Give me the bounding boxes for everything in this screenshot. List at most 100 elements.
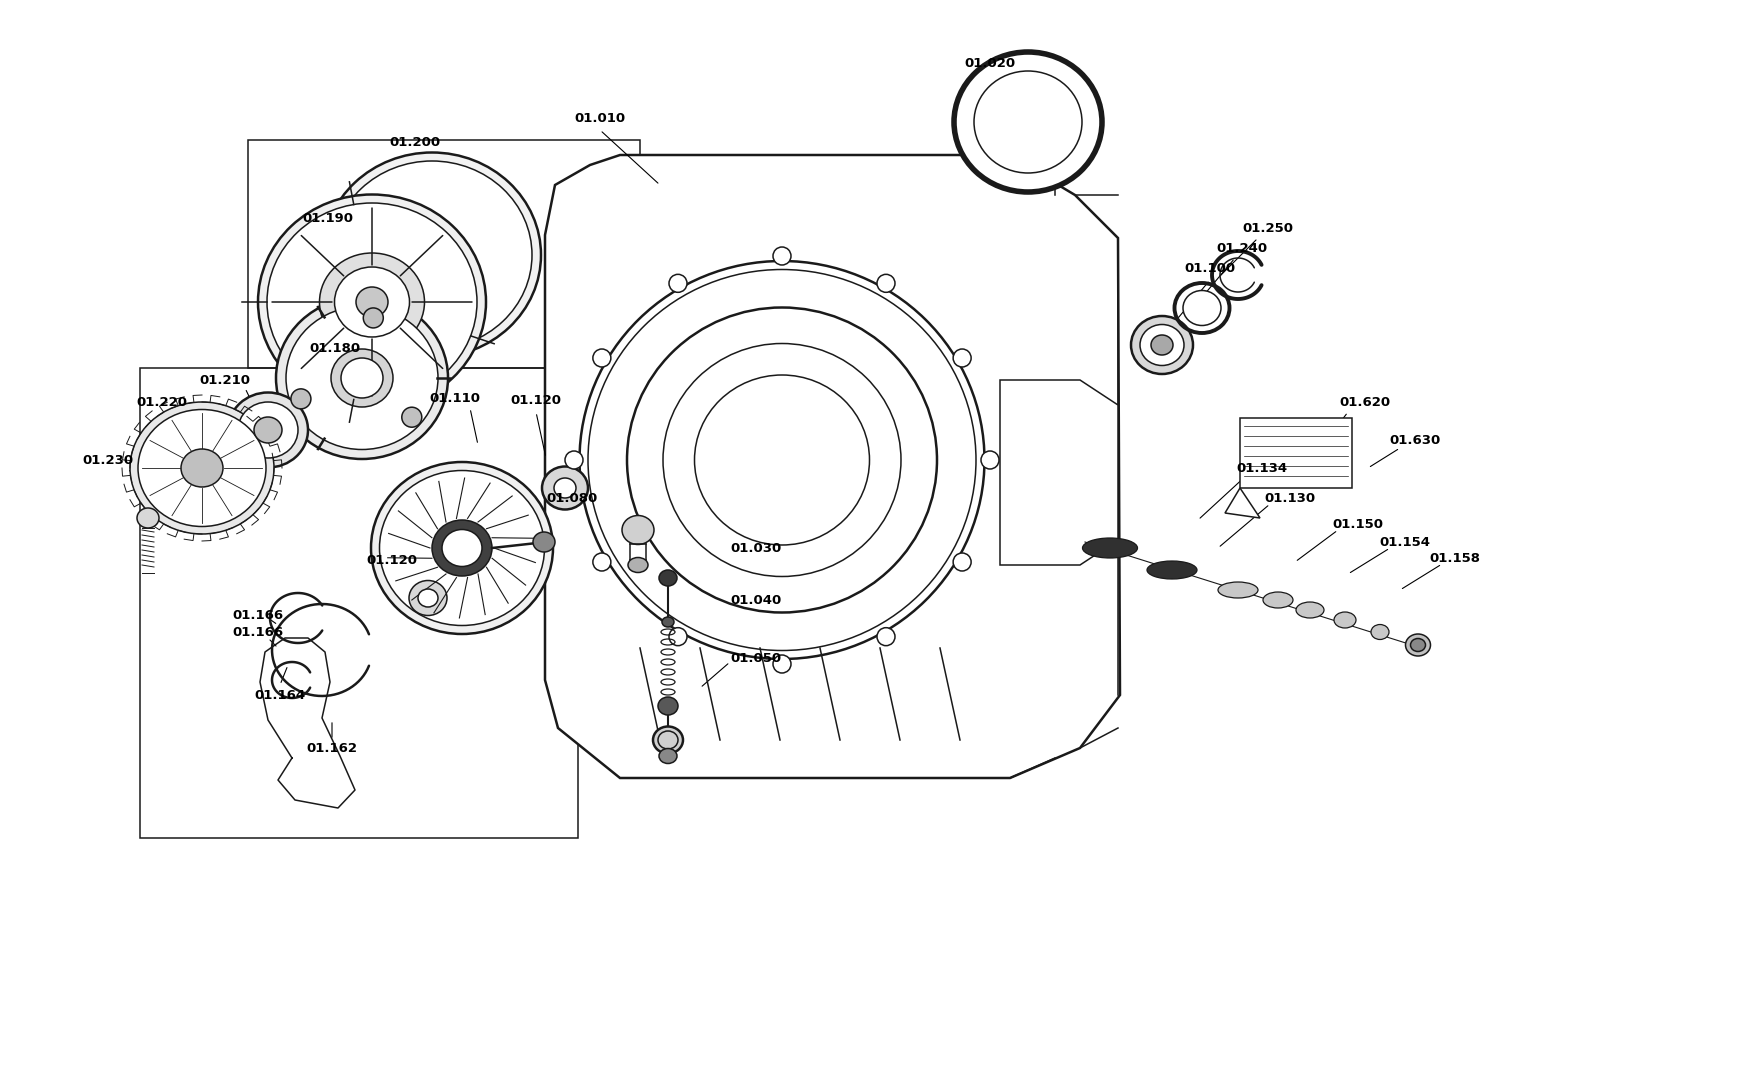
Text: 01.120: 01.120	[510, 394, 562, 407]
Ellipse shape	[626, 307, 937, 612]
Ellipse shape	[1130, 316, 1193, 374]
Circle shape	[981, 450, 998, 469]
Circle shape	[876, 274, 894, 292]
Ellipse shape	[652, 727, 683, 753]
Ellipse shape	[334, 268, 409, 337]
Ellipse shape	[379, 471, 544, 626]
Circle shape	[565, 450, 583, 469]
Ellipse shape	[1405, 635, 1429, 656]
Text: 01.164: 01.164	[254, 688, 306, 702]
Ellipse shape	[1334, 612, 1355, 628]
Ellipse shape	[532, 532, 555, 552]
Circle shape	[593, 553, 610, 571]
Ellipse shape	[254, 417, 282, 443]
Ellipse shape	[181, 449, 223, 487]
Text: 01.162: 01.162	[306, 742, 356, 754]
Circle shape	[593, 349, 610, 367]
Ellipse shape	[417, 242, 445, 268]
Ellipse shape	[370, 462, 553, 635]
Text: 01.180: 01.180	[310, 341, 360, 354]
Circle shape	[876, 628, 894, 645]
Text: 01.200: 01.200	[390, 136, 440, 149]
Ellipse shape	[661, 617, 673, 627]
Text: 01.250: 01.250	[1242, 221, 1292, 234]
Ellipse shape	[953, 52, 1101, 192]
Text: 01.030: 01.030	[730, 541, 781, 554]
Ellipse shape	[553, 478, 576, 498]
Ellipse shape	[442, 530, 482, 566]
Ellipse shape	[320, 253, 424, 351]
Ellipse shape	[137, 410, 266, 526]
Circle shape	[953, 553, 970, 571]
Ellipse shape	[1217, 582, 1257, 598]
Ellipse shape	[1146, 561, 1196, 579]
Ellipse shape	[228, 393, 308, 468]
Ellipse shape	[330, 349, 393, 407]
Text: 01.210: 01.210	[200, 373, 250, 386]
Ellipse shape	[323, 153, 541, 357]
Ellipse shape	[356, 287, 388, 317]
Ellipse shape	[409, 581, 447, 615]
Ellipse shape	[130, 402, 273, 534]
Ellipse shape	[579, 261, 984, 659]
Text: 01.120: 01.120	[367, 553, 417, 566]
Text: 01.190: 01.190	[303, 212, 353, 225]
Text: 01.220: 01.220	[136, 396, 188, 409]
Text: 01.050: 01.050	[730, 652, 781, 664]
Text: 01.134: 01.134	[1236, 461, 1287, 474]
Ellipse shape	[417, 588, 438, 607]
Ellipse shape	[628, 557, 647, 572]
Ellipse shape	[659, 749, 676, 764]
Text: 01.040: 01.040	[730, 594, 781, 607]
Text: 01.130: 01.130	[1264, 491, 1315, 504]
Text: 01.110: 01.110	[430, 392, 480, 404]
Ellipse shape	[332, 160, 532, 349]
Ellipse shape	[431, 520, 492, 576]
Circle shape	[668, 628, 687, 645]
Ellipse shape	[621, 516, 654, 545]
Text: 01.158: 01.158	[1429, 551, 1480, 565]
Text: 01.166: 01.166	[233, 626, 283, 639]
Text: 01.154: 01.154	[1379, 535, 1429, 549]
Ellipse shape	[341, 358, 383, 398]
Text: 01.166: 01.166	[233, 609, 283, 622]
Ellipse shape	[1149, 335, 1172, 355]
Text: 01.620: 01.620	[1339, 396, 1389, 409]
Bar	[1240, 418, 1351, 488]
Text: 01.150: 01.150	[1332, 518, 1383, 531]
Ellipse shape	[1410, 639, 1424, 652]
Circle shape	[402, 408, 421, 427]
Circle shape	[363, 308, 383, 327]
Polygon shape	[1000, 380, 1118, 565]
Circle shape	[772, 655, 791, 673]
Circle shape	[953, 349, 970, 367]
Ellipse shape	[1139, 324, 1183, 366]
Ellipse shape	[1370, 625, 1388, 640]
Text: 01.020: 01.020	[963, 57, 1016, 70]
Ellipse shape	[657, 697, 678, 715]
Text: 01.630: 01.630	[1388, 433, 1440, 446]
Ellipse shape	[1263, 592, 1292, 608]
Circle shape	[290, 388, 311, 409]
Ellipse shape	[663, 343, 901, 577]
Ellipse shape	[257, 195, 485, 410]
Text: 01.010: 01.010	[574, 111, 626, 124]
Ellipse shape	[694, 374, 870, 545]
Text: 01.080: 01.080	[546, 491, 596, 504]
Ellipse shape	[1183, 290, 1221, 325]
Ellipse shape	[1082, 538, 1137, 557]
Text: 01.230: 01.230	[82, 454, 134, 467]
Ellipse shape	[238, 402, 297, 458]
Ellipse shape	[137, 508, 158, 528]
Ellipse shape	[266, 203, 476, 401]
Ellipse shape	[1296, 602, 1323, 618]
Ellipse shape	[285, 306, 438, 449]
Text: 01.100: 01.100	[1184, 261, 1235, 275]
Ellipse shape	[659, 570, 676, 586]
Ellipse shape	[588, 270, 976, 651]
Ellipse shape	[541, 467, 588, 509]
Circle shape	[668, 274, 687, 292]
Text: 01.240: 01.240	[1216, 242, 1266, 255]
Circle shape	[772, 247, 791, 265]
Polygon shape	[1224, 488, 1259, 518]
